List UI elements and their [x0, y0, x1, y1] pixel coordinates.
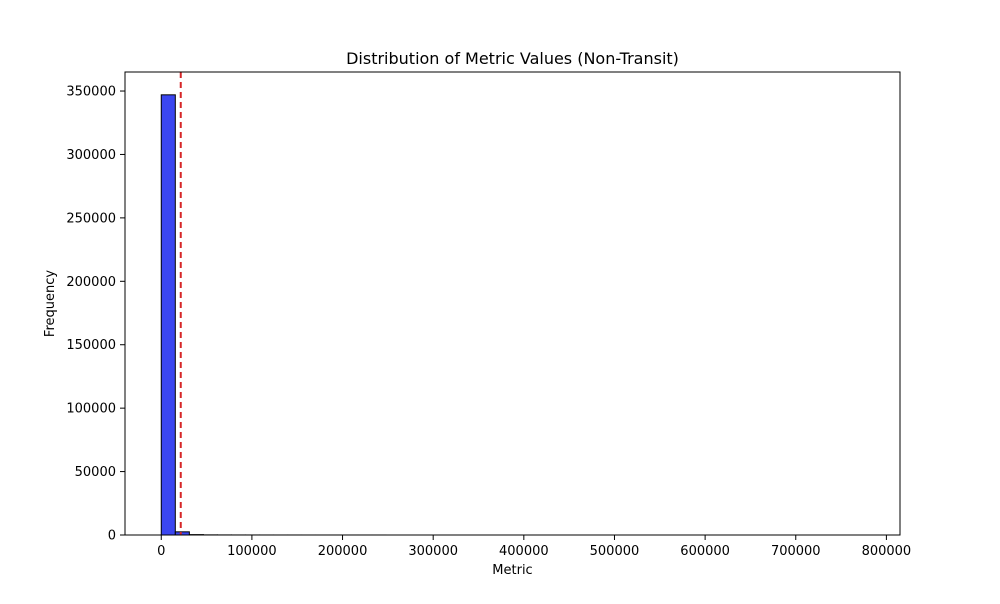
histogram-bar-0	[161, 95, 175, 535]
y-tick-label: 200000	[66, 275, 116, 290]
x-tick-label: 600000	[680, 544, 730, 559]
x-tick-label: 700000	[771, 544, 821, 559]
plot-frame	[125, 72, 900, 535]
y-tick-label: 100000	[66, 402, 116, 417]
x-axis: 0 100000 200000 300000 400000 500000 600000 700…	[157, 535, 911, 559]
x-tick-label: 300000	[408, 544, 458, 559]
y-tick-label: 150000	[66, 338, 116, 353]
y-tick-label: 50000	[75, 465, 116, 480]
y-tick-label: 300000	[66, 148, 116, 163]
x-tick-label: 800000	[862, 544, 912, 559]
x-tick-label: 0	[157, 544, 165, 559]
x-tick-label: 400000	[499, 544, 549, 559]
x-tick-label: 200000	[318, 544, 368, 559]
y-tick-label: 250000	[66, 211, 116, 226]
y-axis-label: Frequency	[43, 270, 58, 337]
x-tick-label: 100000	[227, 544, 277, 559]
x-tick-label: 500000	[590, 544, 640, 559]
x-axis-label: Metric	[492, 563, 532, 578]
y-axis: 0 50000 100000 150000 200000 250000 300000 3500…	[66, 85, 125, 544]
plot-area	[161, 72, 386, 535]
chart-title: Distribution of Metric Values (Non-Trans…	[346, 49, 679, 68]
y-tick-label: 350000	[66, 85, 116, 100]
y-tick-label: 0	[108, 529, 116, 544]
